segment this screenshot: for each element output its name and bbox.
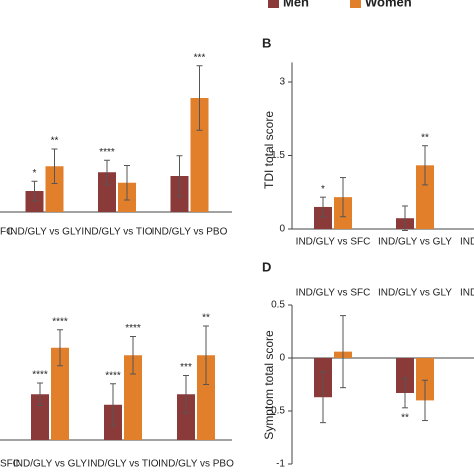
x-tick-label: IND/GLY vs PBO — [158, 459, 234, 470]
x-tick-label: IND/GLY vs GLY — [8, 227, 82, 238]
bar — [416, 358, 434, 401]
bar — [31, 394, 49, 440]
y-tick-label: 3 — [279, 77, 285, 88]
x-tick-label: IND/GLY vs TIO — [81, 227, 152, 238]
x-tick-label: IND/GLY vs GLY — [378, 237, 452, 248]
significance-label: * — [321, 184, 325, 195]
legend-swatch — [350, 0, 361, 8]
x-tick-label: IND/G — [460, 237, 474, 248]
panel-title: B — [262, 35, 271, 50]
bar — [190, 98, 209, 212]
significance-label: **** — [52, 316, 68, 327]
x-tick-label: IND/GLY vs TIO — [87, 459, 158, 470]
y-tick-label: -0.5 — [268, 406, 286, 417]
panel-title: D — [262, 259, 271, 274]
x-tick-label: IND/G — [460, 288, 474, 299]
y-tick-label: 1.5 — [271, 150, 285, 161]
significance-label: **** — [105, 370, 121, 381]
bar — [124, 355, 142, 440]
significance-label: ** — [421, 132, 429, 143]
x-tick-label: IND/GLY vs SFC — [296, 237, 371, 248]
legend-label: Women — [365, 0, 412, 9]
y-tick-label: -1 — [276, 459, 285, 470]
significance-label: **** — [99, 147, 115, 158]
significance-label: **** — [125, 323, 141, 334]
y-axis-label: Symptom total score — [262, 330, 276, 440]
significance-label: **** — [32, 370, 48, 381]
significance-label: * — [33, 168, 37, 179]
y-tick-label: 0.5 — [271, 300, 285, 311]
bar — [396, 358, 414, 393]
y-tick-label: 0 — [279, 224, 285, 235]
significance-label: ** — [51, 136, 59, 147]
significance-label: ** — [202, 313, 210, 324]
bar — [197, 355, 215, 440]
bar — [25, 191, 44, 212]
x-tick-label: SFC — [0, 459, 20, 470]
y-axis-label: TDI total score — [262, 111, 276, 189]
bar — [416, 165, 434, 229]
x-tick-label: IND/GLY vs SFC — [296, 288, 371, 299]
significance-label: *** — [180, 362, 192, 373]
bar — [314, 206, 332, 229]
x-tick-label: IND/GLY vs GLY — [378, 288, 452, 299]
x-tick-label: FC — [0, 227, 13, 238]
x-tick-label: IND/GLY vs GLY — [13, 459, 87, 470]
bar — [98, 172, 116, 212]
bar — [177, 394, 195, 440]
significance-label: ** — [401, 412, 409, 423]
significance-label: *** — [194, 52, 206, 63]
x-tick-label: IND/GLY vs PBO — [152, 227, 228, 238]
bar — [45, 166, 64, 212]
y-tick-label: 0 — [279, 353, 285, 364]
bar — [51, 347, 69, 440]
legend-label: Men — [283, 0, 309, 9]
legend-swatch — [268, 0, 279, 8]
